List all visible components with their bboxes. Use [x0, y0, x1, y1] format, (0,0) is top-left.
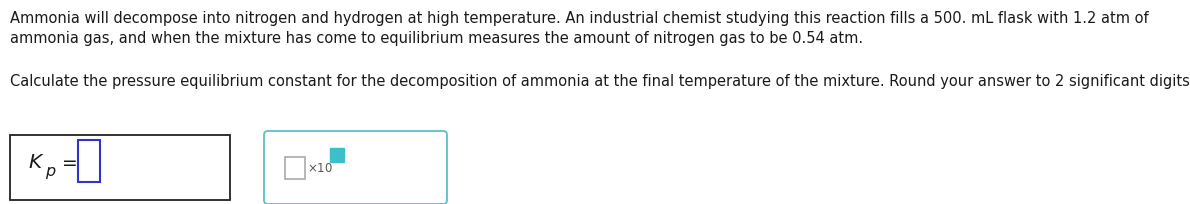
- FancyBboxPatch shape: [264, 131, 447, 204]
- Text: ammonia gas, and when the mixture has come to equilibrium measures the amount of: ammonia gas, and when the mixture has co…: [10, 31, 863, 46]
- Bar: [10, 135, 230, 200]
- Text: $=$: $=$: [58, 153, 77, 172]
- Bar: [284, 157, 305, 179]
- Bar: [79, 140, 100, 182]
- Text: Calculate the pressure equilibrium constant for the decomposition of ammonia at : Calculate the pressure equilibrium const…: [10, 74, 1190, 89]
- Text: Ammonia will decompose into nitrogen and hydrogen at high temperature. An indust: Ammonia will decompose into nitrogen and…: [10, 11, 1148, 26]
- Text: $\times$10: $\times$10: [307, 162, 333, 174]
- Text: $\mathit{K}$: $\mathit{K}$: [29, 153, 44, 172]
- Bar: [330, 148, 344, 162]
- Text: $\mathit{p}$: $\mathit{p}$: [45, 165, 56, 181]
